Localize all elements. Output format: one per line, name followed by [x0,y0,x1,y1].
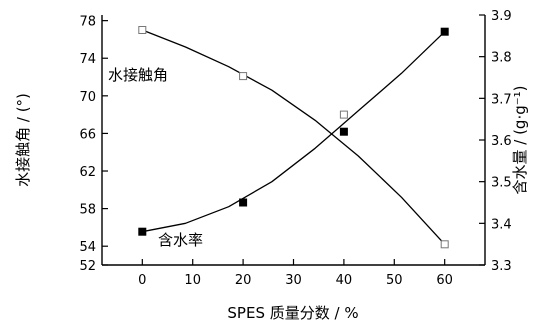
water-content-curve [142,31,446,233]
contact-angle-curve [142,29,446,245]
left-tick-label: 54 [79,240,96,255]
water-content-point [339,127,348,136]
right-tick-label: 3.6 [491,134,512,149]
right-axis-title: 含水量 / (g·g⁻¹) [511,85,529,194]
x-tick-label: 20 [235,273,252,288]
x-axis-title: SPES 质量分数 / % [227,304,358,322]
x-tick-label: 60 [436,273,453,288]
contact-angle-point [138,26,147,34]
right-tick-label: 3.3 [491,259,512,274]
x-tick-label: 40 [336,273,353,288]
x-tick-label: 50 [386,273,403,288]
left-tick-label: 52 [79,259,96,274]
left-axis-ticks: 52 54 58 62 66 70 74 78 [79,15,108,274]
series-curves [142,29,446,245]
contact-angle-point [339,110,348,119]
left-tick-label: 66 [79,127,96,142]
left-tick-label: 58 [79,203,96,218]
x-axis-ticks: 0 10 20 30 40 50 60 [138,259,453,288]
water-content-point [440,27,449,36]
right-tick-label: 3.7 [491,92,512,107]
water-content-point [239,198,248,207]
left-tick-label: 70 [79,90,96,105]
left-tick-label: 74 [79,52,96,67]
right-tick-label: 3.8 [491,51,512,66]
series-markers [138,26,449,249]
right-tick-label: 3.5 [491,176,512,191]
water-content-annotation: 含水率 [158,231,203,249]
contact-angle-annotation: 水接触角 [108,66,168,84]
contact-angle-point [440,240,449,249]
left-axis-title: 水接触角 / (°) [14,93,32,187]
contact-angle-point [239,72,248,81]
left-tick-label: 78 [79,15,96,30]
x-tick-label: 30 [285,273,302,288]
water-content-point [138,227,147,236]
right-axis-ticks: 3.3 3.4 3.5 3.6 3.7 3.8 3.9 [479,9,512,274]
plot-frame [101,15,486,266]
x-tick-label: 10 [184,273,201,288]
right-tick-label: 3.9 [491,9,512,24]
x-tick-label: 0 [138,273,146,288]
right-tick-label: 3.4 [491,217,512,232]
left-tick-label: 62 [79,165,96,180]
